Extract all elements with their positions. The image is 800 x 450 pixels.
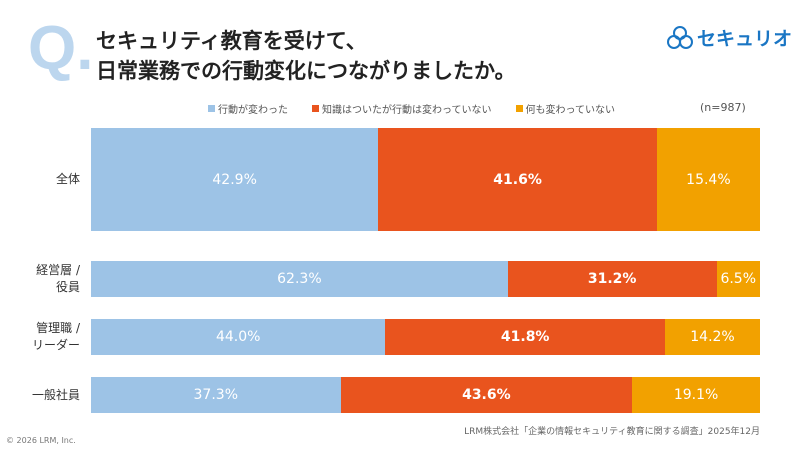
legend: 行動が変わった 知識はついたが行動は変わっていない 何も変わっていない — [208, 101, 615, 116]
bar-segment: 43.6% — [340, 377, 633, 413]
legend-label: 何も変わっていない — [525, 105, 616, 116]
category-label: 管理職 / リーダー — [20, 320, 80, 354]
category-label-line: リーダー — [31, 338, 80, 352]
bar-segment: 19.1% — [632, 377, 760, 413]
data-label: 15.4% — [686, 171, 731, 188]
bar-segment: 41.8% — [385, 319, 665, 355]
data-label: 41.6% — [493, 171, 542, 188]
logo: セキュリオ — [666, 24, 792, 51]
legend-label: 行動が変わった — [218, 105, 288, 116]
page-title: セキュリティ教育を受けて、 日常業務での行動変化につながりましたか。 — [96, 26, 516, 86]
bar-segment: 62.3% — [91, 261, 508, 297]
data-label: 41.8% — [500, 329, 550, 345]
legend-item: 何も変わっていない — [515, 101, 616, 116]
category-label: 一般社員 — [20, 387, 80, 404]
legend-label: 知識はついたが行動は変わっていない — [322, 105, 492, 116]
legend-item: 行動が変わった — [208, 101, 288, 116]
bar-segment: 42.9% — [91, 128, 379, 231]
data-label: 62.3% — [277, 271, 322, 287]
bar-segment: 41.6% — [378, 128, 657, 231]
logo-text: セキュリオ — [697, 28, 793, 50]
category-label-line: 全体 — [55, 172, 80, 186]
bar-segment: 37.3% — [91, 377, 341, 413]
logo-mascot-icon — [667, 25, 693, 49]
bar-segment: 15.4% — [656, 128, 760, 231]
bar-segment: 44.0% — [91, 319, 386, 355]
data-label: 44.0% — [215, 329, 261, 345]
category-label: 経営層 / 役員 — [20, 262, 80, 296]
data-label: 37.3% — [193, 387, 238, 403]
legend-item: 知識はついたが行動は変わっていない — [312, 101, 492, 116]
category-label-line: 管理職 / — [36, 321, 80, 335]
bar-segment: 6.5% — [716, 261, 760, 297]
data-label: 19.1% — [673, 387, 719, 403]
bar-segment: 31.2% — [507, 261, 717, 297]
sample-size: (n=987) — [700, 101, 746, 114]
legend-swatch — [208, 105, 215, 112]
source-note: LRM株式会社「企業の情報セキュリティ教育に関する調査」2025年12月 — [464, 427, 760, 437]
title-line-2: 日常業務での行動変化につながりましたか。 — [96, 59, 516, 83]
bar-segment: 14.2% — [665, 319, 760, 355]
category-label-line: 一般社員 — [31, 387, 80, 402]
category-label: 全体 — [20, 171, 80, 188]
data-label: 31.2% — [587, 271, 637, 287]
title-line-1: セキュリティ教育を受けて、 — [96, 29, 367, 53]
legend-swatch — [312, 105, 319, 112]
data-label: 43.6% — [462, 387, 511, 403]
data-label: 6.5% — [720, 271, 757, 287]
category-label-line: 経営層 / — [36, 263, 80, 277]
data-label: 14.2% — [690, 329, 735, 345]
legend-swatch — [515, 105, 523, 112]
category-label-line: 役員 — [55, 280, 80, 294]
data-label: 42.9% — [212, 171, 257, 188]
copyright: © 2026 LRM, Inc. — [6, 436, 76, 445]
q-mark: Q. — [28, 14, 94, 83]
